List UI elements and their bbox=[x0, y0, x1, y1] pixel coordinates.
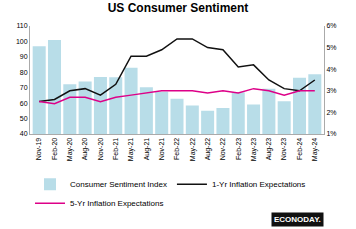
svg-text:Feb-21: Feb-21 bbox=[112, 138, 119, 160]
svg-text:May-22: May-22 bbox=[189, 138, 197, 161]
svg-text:ECONODAY.: ECONODAY. bbox=[274, 215, 321, 224]
svg-text:100: 100 bbox=[16, 38, 28, 45]
svg-text:May-21: May-21 bbox=[127, 138, 135, 161]
svg-text:60: 60 bbox=[20, 100, 28, 107]
svg-text:4%: 4% bbox=[326, 66, 336, 73]
svg-text:May-24: May-24 bbox=[311, 138, 319, 161]
svg-text:50: 50 bbox=[20, 115, 28, 122]
svg-text:110: 110 bbox=[16, 22, 27, 29]
svg-text:Aug-21: Aug-21 bbox=[143, 138, 151, 161]
svg-text:40: 40 bbox=[20, 130, 28, 137]
svg-text:3%: 3% bbox=[326, 87, 336, 94]
svg-text:Feb-20: Feb-20 bbox=[51, 138, 58, 160]
svg-text:Consumer Sentiment Index: Consumer Sentiment Index bbox=[70, 180, 167, 189]
svg-text:5%: 5% bbox=[326, 44, 336, 51]
svg-text:Feb-23: Feb-23 bbox=[235, 138, 242, 160]
svg-text:Aug-23: Aug-23 bbox=[265, 138, 273, 161]
svg-text:Nov-21: Nov-21 bbox=[158, 138, 165, 161]
svg-text:Nov-20: Nov-20 bbox=[97, 138, 104, 161]
svg-text:80: 80 bbox=[20, 69, 28, 76]
svg-text:Feb-22: Feb-22 bbox=[173, 138, 180, 160]
svg-text:Nov-22: Nov-22 bbox=[219, 138, 226, 161]
svg-text:May-23: May-23 bbox=[250, 138, 258, 161]
svg-text:Aug-22: Aug-22 bbox=[204, 138, 212, 161]
svg-text:Nov-23: Nov-23 bbox=[280, 138, 287, 161]
svg-text:US Consumer Sentiment: US Consumer Sentiment bbox=[108, 1, 249, 15]
svg-text:6%: 6% bbox=[326, 22, 336, 29]
svg-text:Feb-24: Feb-24 bbox=[296, 138, 303, 160]
svg-text:2%: 2% bbox=[326, 109, 336, 116]
svg-text:1%: 1% bbox=[326, 130, 336, 137]
svg-text:Aug-20: Aug-20 bbox=[81, 138, 89, 161]
svg-text:90: 90 bbox=[20, 53, 28, 60]
svg-text:5-Yr Inflation Expectations: 5-Yr Inflation Expectations bbox=[70, 199, 163, 208]
svg-text:May-20: May-20 bbox=[66, 138, 74, 161]
svg-text:Nov-19: Nov-19 bbox=[35, 138, 42, 161]
svg-text:70: 70 bbox=[20, 84, 28, 91]
svg-text:1-Yr Inflation Expectations: 1-Yr Inflation Expectations bbox=[212, 180, 305, 189]
